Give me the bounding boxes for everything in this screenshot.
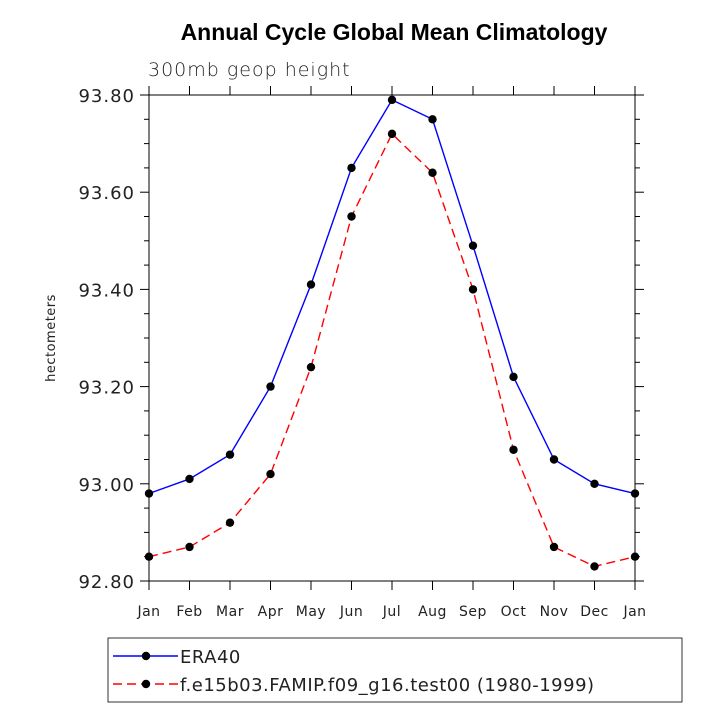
series-2-point	[225, 518, 235, 527]
series-1-point	[306, 280, 316, 289]
series-1-point	[185, 474, 194, 484]
series-2-point	[549, 542, 559, 552]
x-tick-label: Dec	[580, 604, 609, 620]
x-tick-label: Nov	[540, 604, 569, 620]
x-tick-label: Oct	[501, 604, 527, 620]
legend-label-2: f.e15b03.FAMIP.f09_g16.test00 (1980-1999…	[180, 675, 595, 696]
series-1-point	[347, 163, 356, 173]
series-2-point	[144, 552, 154, 561]
axis-ticks	[140, 86, 644, 590]
series-1-point	[509, 372, 518, 382]
series-1-point	[144, 489, 154, 498]
series-2-point	[266, 469, 275, 479]
series-2-point	[387, 129, 397, 139]
y-tick-label: 93.00	[78, 475, 135, 496]
series-1-point	[266, 382, 275, 391]
y-tick-label: 93.60	[78, 183, 135, 204]
series-1-point	[549, 455, 559, 464]
legend-marker-1	[141, 651, 151, 661]
plot-frame	[148, 94, 636, 582]
series-line-1	[148, 98, 636, 495]
y-axis-label: hectometers	[44, 294, 59, 382]
series-2-point	[509, 445, 518, 454]
series-2-point	[468, 285, 478, 294]
series-1-point	[387, 95, 397, 105]
series-1-point	[428, 115, 437, 124]
x-tick-label: Aug	[418, 604, 447, 620]
x-tick-label: Feb	[176, 604, 202, 620]
y-tick-label: 92.80	[78, 572, 135, 593]
x-tick-label: Jul	[382, 604, 401, 620]
legend-box	[107, 637, 683, 703]
series-line-2	[148, 132, 636, 568]
legend: ERA40 f.e15b03.FAMIP.f09_g16.test00 (1980…	[107, 637, 683, 703]
x-tick-label: Jan	[136, 604, 160, 620]
x-tick-label: May	[296, 604, 326, 620]
series-1-point	[225, 450, 235, 459]
x-tick-label: Sep	[459, 604, 487, 620]
y-tick-labels: 92.80 93.00 93.20 93.40 93.60 93.80	[78, 86, 135, 593]
x-tick-label: Jun	[339, 604, 363, 620]
chart-title: Annual Cycle Global Mean Climatology	[181, 19, 608, 45]
legend-marker-2	[141, 679, 151, 689]
series-2-point	[306, 362, 316, 372]
series-2-point	[347, 212, 356, 221]
y-tick-label: 93.80	[78, 86, 135, 107]
x-tick-label: Apr	[258, 604, 284, 620]
series-1-point	[590, 479, 599, 488]
series-2-point	[630, 552, 640, 561]
x-tick-label: Jan	[622, 604, 646, 620]
x-tick-label: Mar	[216, 604, 244, 620]
series-2-point	[428, 168, 437, 177]
x-tick-labels: Jan Feb Mar Apr May Jun Jul Aug Sep Oct Nov Dec Jan	[136, 604, 646, 620]
series-1-point	[468, 241, 478, 250]
chart-subtitle: 300mb geop height	[148, 59, 351, 81]
series-1-point	[630, 489, 640, 498]
series-group	[144, 95, 640, 571]
series-2-point	[185, 542, 194, 552]
legend-label-1: ERA40	[180, 647, 241, 668]
y-tick-label: 93.40	[78, 280, 135, 301]
series-2-point	[590, 562, 599, 571]
y-tick-label: 93.20	[78, 378, 135, 399]
